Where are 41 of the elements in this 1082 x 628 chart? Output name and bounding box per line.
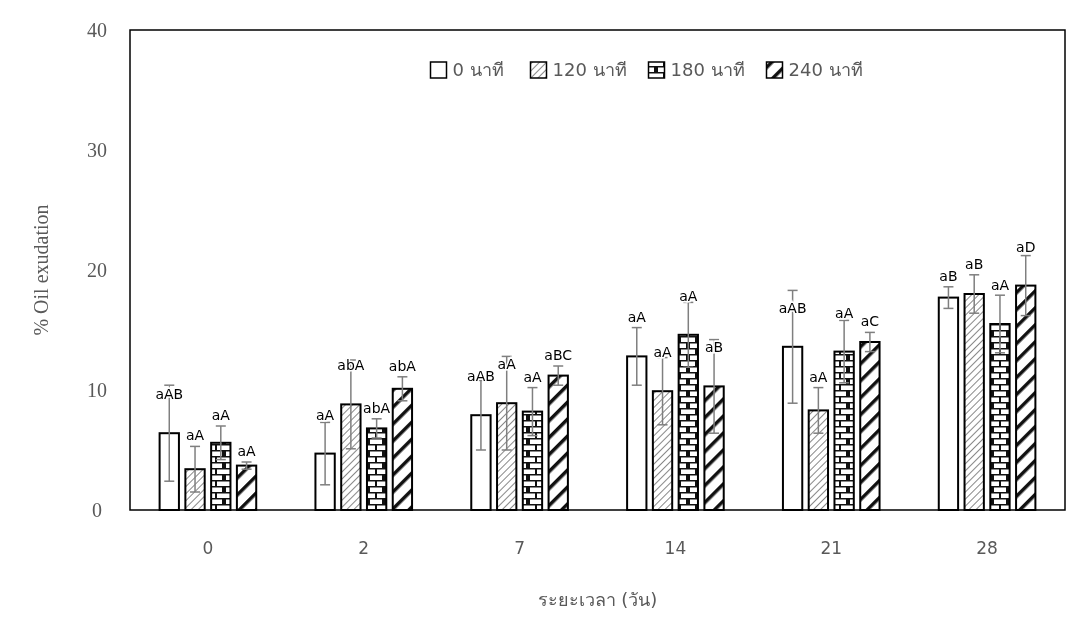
x-tick-label: 28 (976, 538, 998, 558)
y-tick-label: 40 (87, 19, 107, 41)
data-label: aC (860, 313, 880, 330)
data-label: aAB (778, 299, 807, 316)
y-tick-label: 0 (92, 499, 102, 521)
data-label: aA (809, 368, 828, 385)
data-label: aA (237, 443, 257, 459)
x-axis-title: ระยะเวลา (วัน) (537, 589, 658, 610)
data-label: abA (337, 357, 365, 374)
legend-label: 180 นาที (670, 59, 745, 81)
data-label: aA (316, 406, 335, 423)
x-tick-label: 21 (820, 538, 843, 558)
legend-label: 240 นาที (788, 59, 863, 81)
legend-label: 120 นาที (552, 59, 627, 81)
data-label: aA (835, 304, 854, 321)
data-label: aA (185, 427, 205, 444)
x-tick-label: 14 (664, 538, 687, 558)
y-axis-title: % Oil exudation (30, 204, 52, 336)
y-tick-label: 30 (87, 139, 107, 161)
data-label: aAB (155, 386, 184, 403)
data-label: aA (211, 407, 231, 423)
data-label: aA (497, 356, 517, 373)
data-label: aA (990, 277, 1010, 293)
data-label: aB (965, 255, 984, 272)
x-tick-label: 0 (202, 538, 214, 558)
data-label: abA (388, 357, 417, 374)
y-tick-label: 20 (87, 259, 107, 281)
data-label: aA (653, 344, 673, 361)
data-label: aA (627, 309, 647, 326)
data-label: aD (1016, 238, 1036, 255)
data-label: abA (363, 399, 391, 416)
data-label: aA (523, 368, 542, 385)
data-label: aBC (544, 347, 573, 363)
data-label: aAB (467, 368, 495, 385)
data-label: aA (679, 287, 698, 304)
x-tick-label: 2 (358, 538, 370, 558)
data-label: aB (939, 267, 958, 284)
data-label: aB (704, 339, 724, 356)
legend-label: 0 นาที (452, 59, 504, 81)
y-tick-label: 10 (87, 379, 107, 401)
x-tick-label: 7 (514, 538, 525, 558)
